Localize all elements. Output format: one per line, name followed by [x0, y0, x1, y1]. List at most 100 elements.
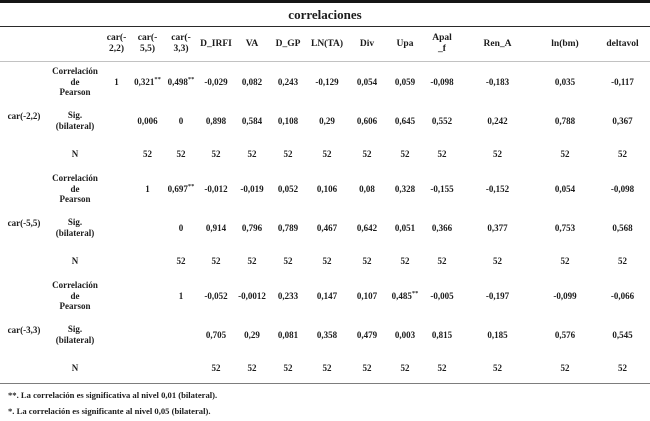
cell-value: 0,642 [356, 222, 378, 233]
cell-value: 52 [283, 256, 293, 266]
cell-value: -0,152 [485, 184, 510, 194]
cell-value: 52 [437, 149, 447, 159]
cell-value: 0,753 [554, 222, 576, 233]
cell-value [102, 246, 131, 276]
column-header: car(- 2,2) [102, 27, 131, 62]
cell-value: 0,645 [394, 115, 416, 126]
column-header: car(- 5,5) [131, 27, 164, 62]
cell-value: 0,08 [359, 184, 375, 194]
cell-value: 52 [493, 256, 502, 266]
cell-value: 0,552 [431, 115, 453, 126]
cell-value: 0,147 [316, 291, 338, 301]
cell-value: -0,005 [430, 291, 454, 301]
group-label: car(-3,3) [7, 324, 41, 335]
table-row: N 52 52 52 52 52 52 52 52 52 52 52 52 [0, 139, 650, 169]
row-type-label: N [71, 255, 79, 266]
row-type-label: Sig. (bilateral) [55, 109, 95, 131]
cell-value: 0,796 [241, 222, 263, 233]
cell-value: 0,108 [277, 115, 299, 126]
cell-value [131, 353, 164, 383]
cell-value: 0 [178, 222, 184, 233]
cell-value: 0,545 [612, 329, 633, 340]
cell-value: 0,788 [554, 115, 576, 126]
cell-value: 52 [400, 363, 410, 373]
cell-value: 1 [145, 184, 150, 194]
cell-value: -0,129 [315, 77, 339, 87]
cell-value [164, 316, 198, 353]
cell-value: 52 [211, 256, 221, 266]
cell-value: 1 [114, 77, 119, 87]
cell-value: 0,29 [319, 115, 335, 126]
cell-value: 52 [618, 149, 627, 159]
cell-value: 0,584 [241, 115, 263, 126]
row-type-label: N [71, 362, 79, 373]
column-header: deltavol [595, 27, 650, 62]
cell-value: 52 [362, 256, 372, 266]
column-header: D_GP [270, 27, 306, 62]
cell-value: -0,197 [485, 291, 510, 301]
column-header: D_IRFI [198, 27, 234, 62]
table-row: Sig. (bilateral) 0 0,914 0,796 0,789 0,467 0,6… [0, 209, 650, 246]
header-row: car(- 2,2) car(- 5,5) car(- 3,3) D_IRFI VA D_… [0, 27, 650, 62]
table-top-border [0, 0, 650, 3]
cell-value: 0,328 [394, 184, 416, 194]
cell-value [131, 209, 164, 246]
cell-value [102, 353, 131, 383]
cell-value: 0,367 [612, 115, 633, 126]
cell-value: -0,029 [204, 77, 228, 87]
cell-value: 52 [493, 363, 502, 373]
cell-value: 0,29 [244, 329, 260, 340]
cell-value: 0,242 [487, 115, 508, 126]
cell-value [102, 139, 131, 169]
correlation-table: car(- 2,2) car(- 5,5) car(- 3,3) D_IRFI VA D_… [0, 27, 650, 383]
table-row: car(-3,3) Correlación de Pearson 1 -0,052 -0… [0, 276, 650, 335]
cell-value: 0,052 [277, 184, 299, 194]
corner-cell-group [0, 27, 48, 62]
row-type-label: N [71, 148, 79, 159]
row-type-label: Correlación de Pearson [52, 65, 98, 98]
cell-value: 52 [176, 149, 186, 159]
footnote-significance-001: **. La correlación es significativa al n… [8, 390, 218, 400]
cell-value: 1 [178, 291, 184, 301]
cell-value: 52 [493, 149, 502, 159]
cell-value: 52 [560, 256, 570, 266]
cell-value: 0,059 [394, 77, 416, 87]
cell-value: 52 [560, 149, 570, 159]
cell-value: -0,098 [430, 77, 454, 87]
cell-value: 0,054 [554, 184, 576, 194]
cell-value [102, 209, 131, 246]
footnotes: **. La correlación es significativa al n… [0, 384, 650, 419]
cell-value: 0,705 [205, 329, 227, 340]
cell-value: 0,243 [277, 77, 299, 87]
cell-value: 52 [437, 256, 447, 266]
cell-value: 0,485** [391, 290, 419, 301]
row-type-label: Correlación de Pearson [52, 279, 98, 312]
cell-value: 52 [211, 363, 221, 373]
group-label: car(-2,2) [7, 110, 41, 121]
table-row: N 52 52 52 52 52 52 52 52 52 52 [0, 353, 650, 383]
column-header: Upa [386, 27, 424, 62]
cell-value [102, 169, 131, 209]
cell-value: 0,606 [356, 115, 378, 126]
cell-value: 52 [322, 149, 332, 159]
cell-value: 0,054 [356, 77, 378, 87]
cell-value: 52 [211, 149, 221, 159]
cell-value: 0,081 [277, 329, 299, 340]
footnote-separator [0, 383, 650, 384]
cell-value: 0,321** [134, 76, 161, 87]
cell-value: 0,358 [316, 329, 338, 340]
table-row: car(-2,2) Correlación de Pearson 1 0,321** 0… [0, 62, 650, 121]
table-row: N 52 52 52 52 52 52 52 52 52 52 52 [0, 246, 650, 276]
column-header: Div [348, 27, 386, 62]
cell-value: 52 [618, 363, 627, 373]
cell-value: 52 [362, 149, 372, 159]
cell-value: 0 [178, 115, 184, 126]
cell-value [131, 246, 164, 276]
cell-value: 52 [400, 256, 410, 266]
footnote-significance-005: *. La correlación es significante al niv… [8, 406, 211, 416]
column-header: Apal _f [424, 27, 460, 62]
cell-value: -0,0012 [238, 291, 266, 301]
cell-value: -0,098 [610, 184, 635, 194]
cell-value [164, 353, 198, 383]
